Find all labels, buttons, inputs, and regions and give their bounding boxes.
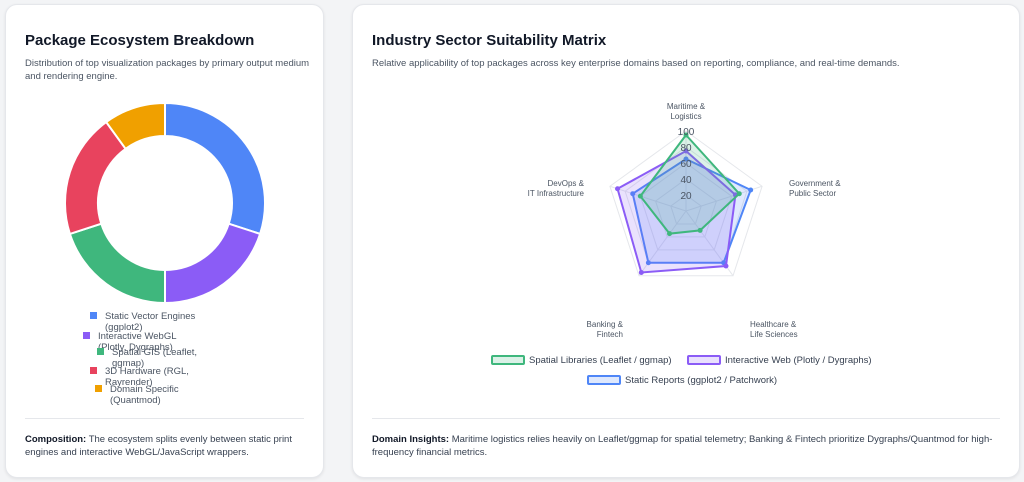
radar-point — [645, 260, 651, 266]
footer-label: Domain Insights: — [372, 434, 450, 445]
ecosystem-card: Package Ecosystem Breakdown Distribution… — [5, 4, 324, 478]
radar-legend-item: Spatial Libraries (Leaflet / ggmap) — [491, 355, 672, 367]
divider — [372, 418, 1000, 419]
footer-label: Composition: — [25, 434, 87, 445]
donut-slice — [68, 222, 166, 305]
legend-label: Static Reports (ggplot2 / Patchwork) — [625, 375, 778, 386]
radar-axis-label: Maritime & Logistics — [667, 102, 706, 121]
legend-label: Spatial Libraries (Leaflet / ggmap) — [529, 355, 672, 366]
legend-label: Domain Specific (Quantmod) — [110, 384, 179, 406]
radar-tick-label: 20 — [680, 191, 692, 202]
radar-tick-label: 100 — [678, 127, 695, 138]
suitability-subtitle: Relative applicability of top packages a… — [372, 58, 900, 69]
radar-point — [637, 193, 643, 199]
radar-axis-label: DevOps & IT Infrastructure — [528, 179, 585, 198]
radar-point — [723, 263, 729, 269]
legend-swatch — [491, 355, 525, 366]
radar-point — [683, 132, 689, 138]
radar-point — [697, 227, 703, 233]
radar-tick-label: 80 — [680, 143, 692, 154]
radar-point — [683, 148, 689, 154]
divider — [25, 418, 304, 419]
donut-slice — [64, 120, 128, 236]
ecosystem-footer: Composition: The ecosystem splits evenly… — [25, 433, 310, 459]
radar-point — [683, 156, 689, 162]
radar-point — [630, 191, 636, 197]
donut-slice — [164, 222, 262, 305]
ecosystem-subtitle: Distribution of top visualization packag… — [25, 58, 310, 82]
radar-grid-ring — [654, 178, 718, 238]
radar-spoke — [638, 210, 687, 277]
suitability-footer: Domain Insights: Maritime logistics reli… — [372, 433, 1002, 459]
radar-point — [736, 191, 742, 197]
radar-series-area — [639, 133, 741, 235]
radar-legend-item: Static Reports (ggplot2 / Patchwork) — [587, 375, 777, 387]
donut-chart — [64, 101, 266, 305]
legend-swatch — [83, 332, 90, 339]
radar-series-area — [616, 149, 737, 274]
legend-label: Static Vector Engines (ggplot2) — [105, 311, 196, 333]
legend-label: Interactive Web (Plotly / Dygraphs) — [725, 355, 872, 366]
legend-swatch — [687, 355, 721, 366]
legend-swatch — [90, 312, 97, 319]
radar-spoke — [609, 185, 687, 212]
radar-grid-ring — [639, 162, 733, 251]
legend-swatch — [587, 375, 621, 386]
footer-text: Maritime logistics relies heavily on Lea… — [372, 434, 993, 458]
radar-point — [748, 187, 754, 193]
donut-slice — [104, 101, 166, 151]
radar-series-area — [631, 157, 752, 264]
radar-point — [615, 186, 621, 192]
ecosystem-title: Package Ecosystem Breakdown — [25, 32, 255, 49]
radar-axis-label: Healthcare & Life Sciences — [750, 320, 798, 339]
donut-slice — [164, 101, 266, 236]
radar-grid-ring — [670, 194, 702, 225]
legend-label: 3D Hardware (RGL, Rayrender) — [105, 366, 189, 388]
radar-axis-label: Banking & Fintech — [587, 320, 624, 339]
legend-swatch — [97, 348, 104, 355]
radar-point — [667, 231, 673, 237]
radar-legend: Spatial Libraries (Leaflet / ggmap) Inter… — [353, 351, 1021, 391]
radar-chart: 20 40 60 80 100 Maritime & Logistics Government… — [528, 102, 842, 339]
suitability-card: Industry Sector Suitability Matrix Relat… — [352, 4, 1020, 478]
footer-text: The ecosystem splits evenly between stat… — [25, 434, 292, 458]
radar-point — [638, 269, 644, 275]
legend-swatch — [90, 367, 97, 374]
legend-label: Interactive WebGL (Plotly, Dygraphs) — [98, 331, 177, 353]
radar-tick-label: 40 — [680, 175, 692, 186]
radar-legend-item: Interactive Web (Plotly / Dygraphs) — [687, 355, 872, 367]
radar-grid-ring — [609, 130, 763, 277]
radar-tick-label: 60 — [680, 159, 692, 170]
suitability-title: Industry Sector Suitability Matrix — [372, 32, 607, 49]
legend-swatch — [95, 385, 102, 392]
radar-axis-label: Government & Public Sector — [789, 179, 841, 198]
legend-label: Spatial GIS (Leaflet, ggmap) — [112, 347, 198, 369]
